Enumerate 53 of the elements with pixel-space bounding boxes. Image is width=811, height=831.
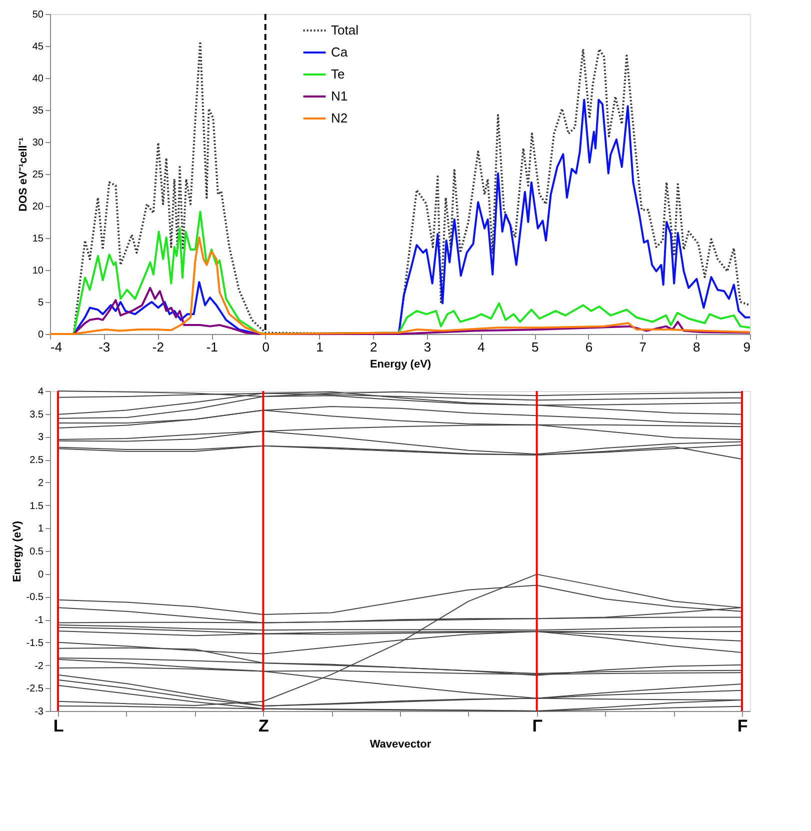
y-tick-label: 0 <box>38 569 44 580</box>
y-tick-label: 0 <box>38 330 44 340</box>
y-tick-label: 30 <box>32 138 44 148</box>
legend-label: Total <box>331 22 359 38</box>
y-tick-label: 4 <box>38 386 44 398</box>
x-axis-title: Energy (eV) <box>370 358 432 370</box>
y-axis-title: Energy (eV) <box>11 520 24 582</box>
y-tick-label: 45 <box>32 42 44 52</box>
x-tick-label: -2 <box>152 340 164 354</box>
x-tick-label: L <box>53 716 64 736</box>
x-tick-label: F <box>737 716 748 736</box>
y-tick-label: 1.5 <box>30 500 44 512</box>
legend-label: N2 <box>331 110 348 126</box>
y-tick-label: -0.5 <box>26 592 44 604</box>
y-tick-label: 10 <box>32 266 44 276</box>
y-tick-label: 50 <box>32 10 44 20</box>
x-tick-label: 9 <box>743 340 750 354</box>
y-tick-label: 3 <box>38 432 44 444</box>
x-tick-label: 6 <box>585 340 593 354</box>
x-tick-label: 0 <box>262 340 270 354</box>
y-tick-label: 0.5 <box>30 546 44 558</box>
y-tick-label: 40 <box>32 74 44 84</box>
legend-label: N1 <box>331 88 348 104</box>
y-tick-label: -2 <box>34 660 44 672</box>
y-tick-label: 5 <box>38 298 44 308</box>
x-tick-label: 7 <box>639 340 646 354</box>
y-tick-label: -2.5 <box>26 684 44 695</box>
y-tick-label: 3.5 <box>30 409 44 420</box>
y-tick-label: 1 <box>38 524 44 535</box>
y-tick-label: 20 <box>32 202 44 212</box>
y-tick-label: -1 <box>34 615 44 626</box>
y-tick-label: -3 <box>34 706 44 718</box>
x-tick-label: 8 <box>693 340 700 354</box>
x-tick-label: 2 <box>370 340 378 354</box>
y-tick-label: -1.5 <box>26 638 44 649</box>
x-axis-title: Wavevector <box>370 738 432 750</box>
x-tick-label: -3 <box>98 340 110 354</box>
y-tick-label: 2.5 <box>30 455 44 466</box>
legend-label: Ca <box>331 44 348 60</box>
x-tick-label: 5 <box>532 340 539 354</box>
y-tick-label: 25 <box>32 170 44 180</box>
y-tick-label: 2 <box>38 478 44 489</box>
x-tick-label: -4 <box>50 340 62 354</box>
y-axis-title: DOS eV⁻¹cell⁻¹ <box>17 137 30 212</box>
x-tick-label: 3 <box>424 340 432 354</box>
x-tick-label: Γ <box>532 716 542 736</box>
x-tick-label: 1 <box>316 340 324 354</box>
x-tick-label: -1 <box>206 340 218 354</box>
legend-label: Te <box>331 66 345 82</box>
x-tick-label: Z <box>258 716 269 736</box>
y-tick-label: 15 <box>32 234 44 244</box>
x-tick-label: 4 <box>478 340 485 354</box>
y-tick-label: 35 <box>32 106 44 116</box>
